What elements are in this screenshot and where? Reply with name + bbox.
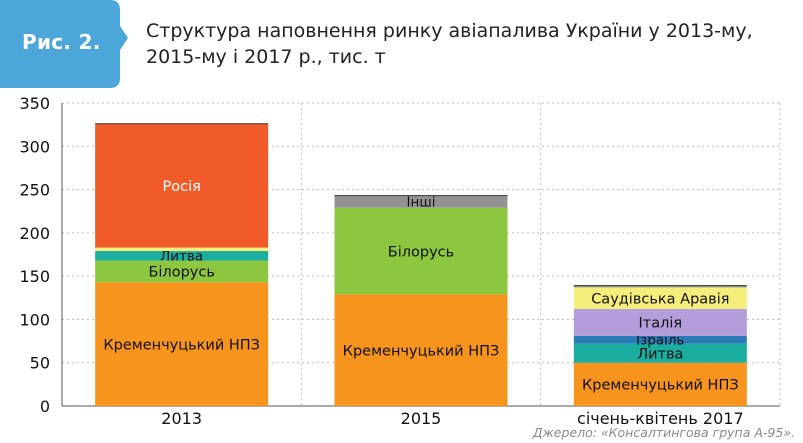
figure-header: Рис. 2. Структура наповнення ринку авіап… <box>0 0 803 88</box>
badge-shape <box>0 0 128 88</box>
segment-label: Литва <box>637 346 683 362</box>
bar-segment-1-1 <box>334 207 508 295</box>
segment-label: Саудівська Аравія <box>591 291 729 307</box>
segment-label: Кременчуцький НПЗ <box>582 378 739 394</box>
segment-label: Кременчуцький НПЗ <box>343 343 500 359</box>
segment-label: Литва <box>160 249 203 265</box>
y-tick-label: 150 <box>19 267 50 286</box>
segment-label: Білорусь <box>148 265 214 281</box>
stacked-bar-chart: 0 50 100 150 200 250 300 350 Кременчуцький НПЗ Бі… <box>19 94 781 428</box>
bar-segment-2-3 <box>573 335 747 344</box>
bar-segment-2-7 <box>573 285 747 288</box>
bar-segment-1-0 <box>334 294 508 406</box>
y-tick-label: 200 <box>19 224 50 243</box>
bar-segment-2-2 <box>573 343 747 363</box>
y-tick-label: 250 <box>19 181 50 200</box>
bar-segment-0-5 <box>95 247 269 252</box>
bar-segment-0-6 <box>95 123 269 248</box>
segment-label: Інші <box>407 195 436 211</box>
y-tick-label: 100 <box>19 310 50 329</box>
segment-label: Італія <box>639 316 683 332</box>
bar-segment-0-0 <box>95 282 269 406</box>
bar-segment-2-5 <box>573 287 747 310</box>
segment-label: Росія <box>162 179 200 195</box>
y-tick-label: 0 <box>40 397 50 416</box>
segment-label: Ізраїль <box>636 333 684 349</box>
bar-segment-0-1 <box>95 260 269 283</box>
bar-segment-2-0 <box>573 362 747 406</box>
figure-number: Рис. 2. <box>22 30 101 54</box>
bar-segment-2-4 <box>573 309 747 336</box>
x-tick-label: 2015 <box>401 409 442 428</box>
bar-segment-0-2 <box>95 251 269 261</box>
segment-label: Кременчуцький НПЗ <box>103 337 260 353</box>
y-tick-label: 50 <box>30 354 50 373</box>
y-tick-label: 300 <box>19 137 50 156</box>
chart-title: Структура наповнення ринку авіапалива Ук… <box>146 20 753 68</box>
segment-label: Білорусь <box>388 244 454 260</box>
x-tick-label: 2013 <box>161 409 202 428</box>
figure-badge: Рис. 2. <box>0 0 128 88</box>
x-tick-label: січень-квітень 2017 <box>577 409 744 428</box>
bar-segment-1-7 <box>334 195 508 208</box>
y-tick-label: 350 <box>19 94 50 113</box>
source-note: Джерело: «Консалтингова група А-95». <box>532 425 795 440</box>
